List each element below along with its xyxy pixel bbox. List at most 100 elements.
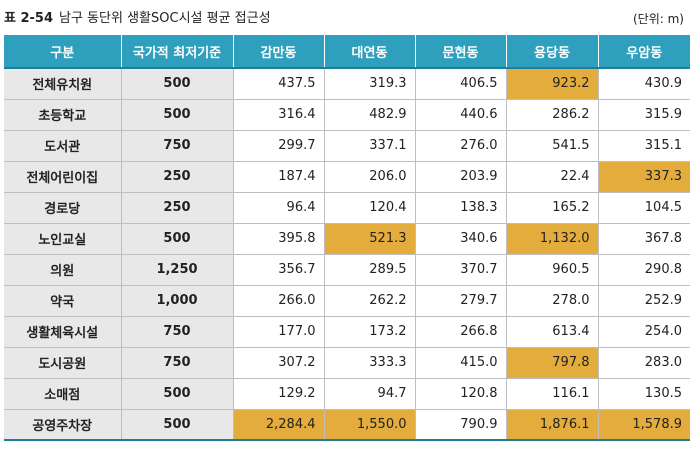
header-uam: 우암동	[598, 35, 690, 69]
standard-cell: 500	[121, 68, 234, 100]
facility-name-cell: 도시공원	[4, 347, 122, 379]
value-cell-exceeds: 337.3	[598, 161, 690, 193]
facility-name-cell: 약국	[4, 285, 122, 317]
table-row: 생활체육시설 750 177.0 173.2 266.8 613.4 254.0	[4, 316, 690, 348]
value-cell: 120.4	[324, 192, 416, 224]
value-cell: 165.2	[506, 192, 599, 224]
value-cell: 437.5	[233, 68, 325, 100]
table-row: 공영주차장 500 2,284.4 1,550.0 790.9 1,876.1 1,578.…	[4, 409, 690, 441]
value-cell: 430.9	[598, 68, 690, 100]
standard-cell: 750	[121, 347, 234, 379]
value-cell: 206.0	[324, 161, 416, 193]
value-cell: 482.9	[324, 99, 416, 131]
value-cell: 541.5	[506, 130, 599, 162]
standard-cell: 1,000	[121, 285, 234, 317]
facility-name-cell: 전체어린이집	[4, 161, 122, 193]
header-gamman: 감만동	[233, 35, 325, 69]
facility-name-cell: 공영주차장	[4, 409, 122, 441]
header-munhyeon: 문현동	[415, 35, 507, 69]
table-row: 전체유치원 500 437.5 319.3 406.5 923.2 430.9	[4, 68, 690, 100]
value-cell-exceeds: 1,132.0	[506, 223, 599, 255]
table-row: 초등학교 500 316.4 482.9 440.6 286.2 315.9	[4, 99, 690, 131]
header-yongdang: 용당동	[506, 35, 599, 69]
value-cell: 370.7	[415, 254, 507, 286]
value-cell: 290.8	[598, 254, 690, 286]
value-cell: 262.2	[324, 285, 416, 317]
table-row: 도시공원 750 307.2 333.3 415.0 797.8 283.0	[4, 347, 690, 379]
value-cell: 319.3	[324, 68, 416, 100]
value-cell-exceeds: 1,876.1	[506, 409, 599, 441]
value-cell: 129.2	[233, 378, 325, 410]
table-row: 의원 1,250 356.7 289.5 370.7 960.5 290.8	[4, 254, 690, 286]
header-standard: 국가적 최저기준	[121, 35, 234, 69]
facility-name-cell: 소매점	[4, 378, 122, 410]
value-cell: 187.4	[233, 161, 325, 193]
value-cell: 415.0	[415, 347, 507, 379]
value-cell: 299.7	[233, 130, 325, 162]
value-cell: 307.2	[233, 347, 325, 379]
value-cell: 177.0	[233, 316, 325, 348]
value-cell: 337.1	[324, 130, 416, 162]
header-category: 구분	[4, 35, 122, 69]
standard-cell: 500	[121, 378, 234, 410]
standard-cell: 500	[121, 99, 234, 131]
facility-name-cell: 노인교실	[4, 223, 122, 255]
facility-name-cell: 도서관	[4, 130, 122, 162]
table-number: 표 2-54	[4, 11, 54, 26]
value-cell: 440.6	[415, 99, 507, 131]
facility-name-cell: 전체유치원	[4, 68, 122, 100]
value-cell: 333.3	[324, 347, 416, 379]
value-cell: 278.0	[506, 285, 599, 317]
value-cell: 22.4	[506, 161, 599, 193]
header-row: 구분 국가적 최저기준 감만동 대연동 문현동 용당동 우암동	[4, 35, 690, 69]
standard-cell: 250	[121, 192, 234, 224]
standard-cell: 250	[121, 161, 234, 193]
standard-cell: 750	[121, 316, 234, 348]
value-cell-exceeds: 1,578.9	[598, 409, 690, 441]
table-caption: 표 2-54 남구 동단위 생활SOC시설 평균 접근성 (단위: m)	[4, 10, 690, 28]
value-cell: 790.9	[415, 409, 507, 441]
value-cell: 279.7	[415, 285, 507, 317]
value-cell: 254.0	[598, 316, 690, 348]
value-cell: 286.2	[506, 99, 599, 131]
standard-cell: 500	[121, 223, 234, 255]
value-cell: 276.0	[415, 130, 507, 162]
value-cell: 356.7	[233, 254, 325, 286]
value-cell: 283.0	[598, 347, 690, 379]
value-cell: 173.2	[324, 316, 416, 348]
value-cell: 960.5	[506, 254, 599, 286]
value-cell-exceeds: 797.8	[506, 347, 599, 379]
facility-name-cell: 생활체육시설	[4, 316, 122, 348]
header-daeyeon: 대연동	[324, 35, 416, 69]
accessibility-table: 구분 국가적 최저기준 감만동 대연동 문현동 용당동 우암동 전체유치원 500…	[4, 35, 690, 441]
value-cell: 104.5	[598, 192, 690, 224]
standard-cell: 750	[121, 130, 234, 162]
facility-name-cell: 경로당	[4, 192, 122, 224]
value-cell: 395.8	[233, 223, 325, 255]
value-cell: 315.1	[598, 130, 690, 162]
value-cell-exceeds: 521.3	[324, 223, 416, 255]
table-row: 소매점 500 129.2 94.7 120.8 116.1 130.5	[4, 378, 690, 410]
value-cell: 138.3	[415, 192, 507, 224]
unit-label: (단위: m)	[633, 12, 684, 26]
value-cell: 94.7	[324, 378, 416, 410]
value-cell: 340.6	[415, 223, 507, 255]
standard-cell: 500	[121, 409, 234, 441]
value-cell: 289.5	[324, 254, 416, 286]
value-cell: 116.1	[506, 378, 599, 410]
facility-name-cell: 의원	[4, 254, 122, 286]
table-row: 약국 1,000 266.0 262.2 279.7 278.0 252.9	[4, 285, 690, 317]
value-cell: 316.4	[233, 99, 325, 131]
table-row: 도서관 750 299.7 337.1 276.0 541.5 315.1	[4, 130, 690, 162]
value-cell: 130.5	[598, 378, 690, 410]
value-cell-exceeds: 1,550.0	[324, 409, 416, 441]
facility-name-cell: 초등학교	[4, 99, 122, 131]
table-row: 전체어린이집 250 187.4 206.0 203.9 22.4 337.3	[4, 161, 690, 193]
value-cell: 203.9	[415, 161, 507, 193]
value-cell: 367.8	[598, 223, 690, 255]
value-cell-exceeds: 2,284.4	[233, 409, 325, 441]
value-cell-exceeds: 923.2	[506, 68, 599, 100]
value-cell: 120.8	[415, 378, 507, 410]
table-title: 남구 동단위 생활SOC시설 평균 접근성	[59, 11, 271, 26]
value-cell: 406.5	[415, 68, 507, 100]
